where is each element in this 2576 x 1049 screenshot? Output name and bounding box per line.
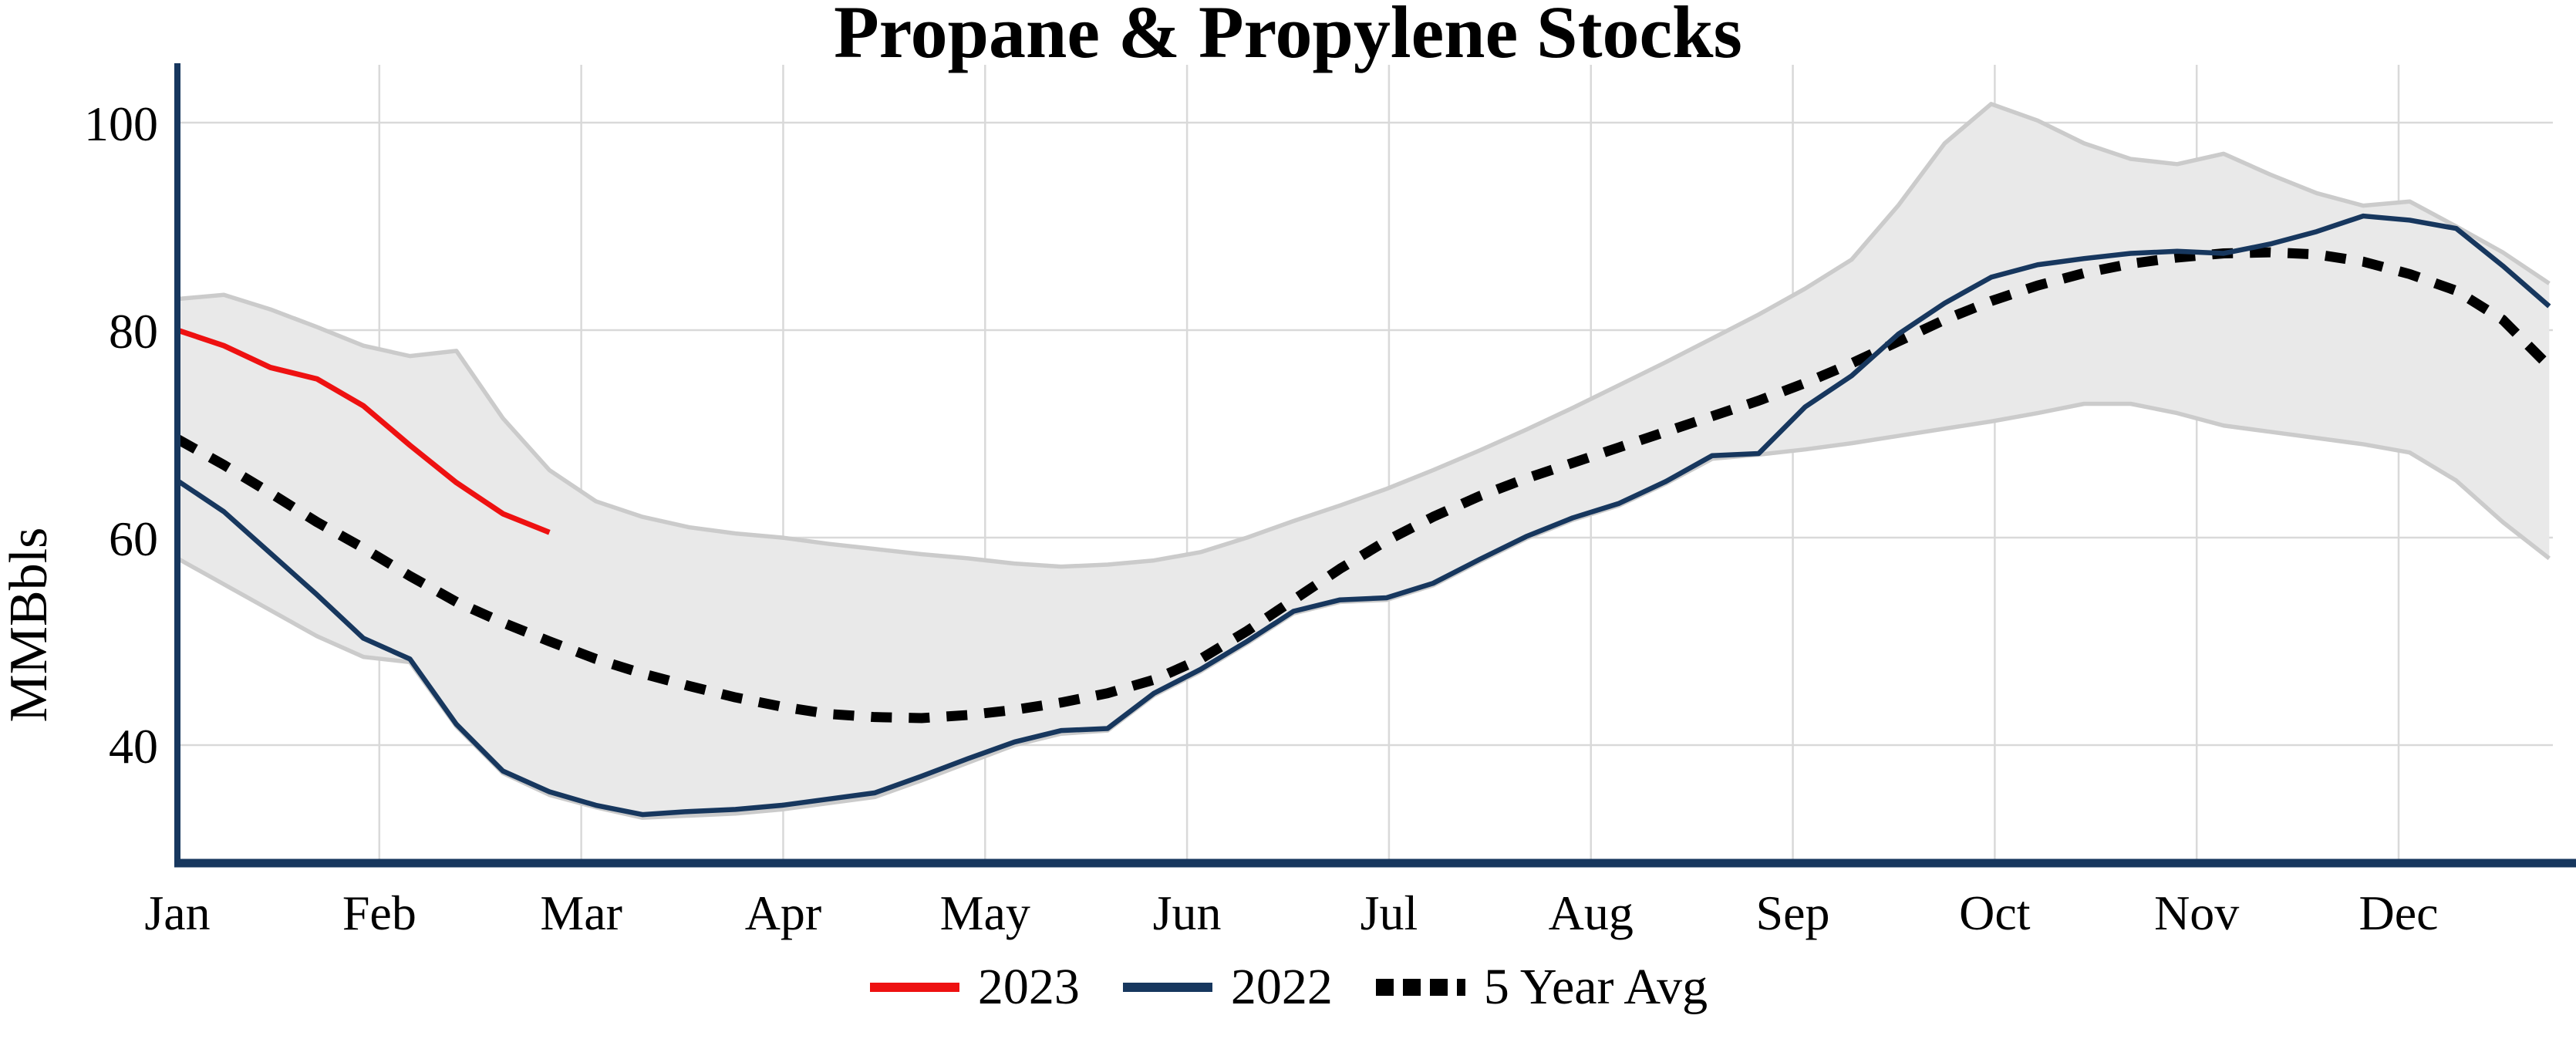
x-tick-label-feb: Feb — [342, 885, 416, 940]
chart-legend: 2023 2022 5 Year Avg — [0, 958, 2576, 1017]
x-tick-label-mar: Mar — [540, 885, 622, 940]
y-tick-label-80: 80 — [109, 304, 158, 359]
x-tick-label-aug: Aug — [1549, 885, 1634, 940]
legend-line-icon — [1122, 983, 1212, 992]
legend-line-icon — [869, 983, 959, 992]
y-tick-label-100: 100 — [84, 96, 158, 151]
y-axis-label: MMBbls — [0, 528, 59, 723]
legend-dashed-line-icon — [1375, 979, 1465, 996]
x-tick-label-sep: Sep — [1756, 885, 1830, 940]
series-line-5-year-avg — [174, 247, 2553, 724]
legend-label: 2023 — [977, 959, 1080, 1015]
series-line-2022 — [176, 213, 2551, 818]
legend-item-5-year-avg: 5 Year Avg — [1374, 958, 1708, 1017]
legend-item-2022: 2022 — [1121, 958, 1333, 1017]
legend-label: 2022 — [1230, 959, 1333, 1015]
x-tick-label-dec: Dec — [2359, 885, 2439, 940]
legend-item-2023: 2023 — [868, 958, 1080, 1017]
x-tick-label-jul: Jul — [1360, 885, 1418, 940]
legend-label: 5 Year Avg — [1483, 959, 1708, 1015]
series-line-2023 — [176, 327, 551, 535]
x-tick-label-jun: Jun — [1153, 885, 1222, 940]
x-tick-label-jan: Jan — [144, 885, 210, 940]
y-tick-label-40: 40 — [109, 719, 158, 774]
x-tick-label-nov: Nov — [2154, 885, 2239, 940]
x-tick-label-apr: Apr — [745, 885, 822, 940]
y-tick-label-60: 60 — [109, 511, 158, 566]
chart-title: Propane & Propylene Stocks — [834, 0, 1742, 73]
x-tick-label-may: May — [940, 885, 1030, 940]
x-tick-label-oct: Oct — [1959, 885, 2031, 940]
five-year-range-band — [177, 103, 2550, 818]
band-top-edge — [177, 102, 2551, 569]
